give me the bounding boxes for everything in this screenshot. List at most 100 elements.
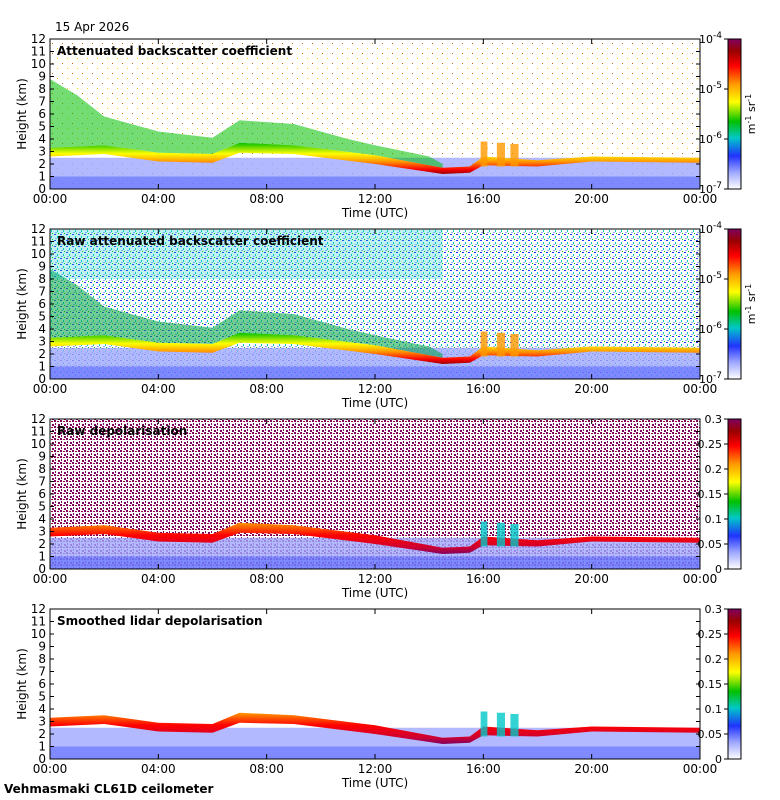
x-tick-label: 04:00 bbox=[141, 192, 176, 206]
x-tick-label: 00:00 bbox=[33, 382, 68, 396]
x-tick-label: 16:00 bbox=[466, 762, 501, 776]
x-tick-label: 16:00 bbox=[466, 572, 501, 586]
y-tick-label: 5 bbox=[38, 120, 46, 134]
colorbar-tick-label: 10-4 bbox=[699, 221, 722, 236]
y-tick-label: 10 bbox=[31, 247, 46, 261]
x-tick-label: 08:00 bbox=[249, 572, 284, 586]
x-tick-label: 04:00 bbox=[141, 382, 176, 396]
x-axis-label: Time (UTC) bbox=[341, 396, 408, 410]
y-tick-label: 9 bbox=[38, 450, 46, 464]
x-tick-label: 08:00 bbox=[249, 382, 284, 396]
y-tick-label: 3 bbox=[38, 525, 46, 539]
y-tick-label: 8 bbox=[38, 652, 46, 666]
date-label: 15 Apr 2026 bbox=[55, 20, 129, 34]
noise-region bbox=[50, 419, 700, 519]
convective-cell bbox=[480, 521, 488, 547]
x-axis-label: Time (UTC) bbox=[341, 776, 408, 790]
colorbar: 0 0.05 0.1 0.15 0.2 0.25 0.3 bbox=[698, 603, 742, 766]
y-tick-label: 9 bbox=[38, 260, 46, 274]
y-tick-label: 0 bbox=[38, 752, 46, 766]
y-tick-label: 8 bbox=[38, 462, 46, 476]
y-tick-label: 1 bbox=[38, 740, 46, 754]
y-tick-label: 3 bbox=[38, 715, 46, 729]
x-tick-label: 00:00 bbox=[33, 572, 68, 586]
convective-cell bbox=[510, 144, 519, 167]
aerosol-plume bbox=[50, 79, 443, 168]
ground-noise-core bbox=[50, 556, 700, 569]
convective-cell bbox=[510, 714, 519, 737]
y-tick-label: 2 bbox=[38, 727, 46, 741]
x-tick-label: 00:00 bbox=[683, 762, 718, 776]
y-tick-label: 6 bbox=[38, 487, 46, 501]
y-tick-label: 0 bbox=[38, 372, 46, 386]
x-tick-label: 12:00 bbox=[358, 762, 393, 776]
x-tick-label: 12:00 bbox=[358, 382, 393, 396]
y-tick-label: 6 bbox=[38, 297, 46, 311]
y-tick-label: 9 bbox=[38, 70, 46, 84]
colorbar-tick-label: 0.15 bbox=[698, 488, 723, 501]
instrument-label: Vehmasmaki CL61D ceilometer bbox=[4, 782, 213, 796]
x-tick-label: 20:00 bbox=[574, 192, 609, 206]
colorbar: 0 0.05 0.1 0.15 0.2 0.25 0.3 bbox=[698, 413, 742, 576]
y-tick-label: 4 bbox=[38, 132, 46, 146]
panel-title: Raw depolarisation bbox=[57, 424, 187, 438]
colorbar-tick-label: 10-4 bbox=[699, 31, 722, 46]
colorbar-tick-label: 10-7 bbox=[699, 371, 722, 386]
colorbar-tick-label: 10-5 bbox=[699, 271, 722, 286]
y-tick-label: 12 bbox=[31, 602, 46, 616]
x-tick-label: 12:00 bbox=[358, 572, 393, 586]
y-tick-label: 2 bbox=[38, 157, 46, 171]
colorbar-gradient bbox=[727, 608, 742, 760]
colorbar-gradient bbox=[727, 38, 742, 190]
ground-noise-core bbox=[50, 366, 700, 379]
y-axis-label: Height (km) bbox=[15, 458, 29, 529]
colorbar-tick-label: 0.25 bbox=[698, 628, 723, 641]
convective-cell bbox=[496, 142, 505, 167]
x-tick-label: 20:00 bbox=[574, 762, 609, 776]
ground-noise-core bbox=[50, 176, 700, 189]
y-tick-label: 4 bbox=[38, 512, 46, 526]
y-tick-label: 6 bbox=[38, 677, 46, 691]
colorbar-tick-label: 0.2 bbox=[705, 653, 723, 666]
colorbar-gradient bbox=[727, 228, 742, 380]
convective-cell bbox=[510, 334, 519, 357]
y-tick-label: 5 bbox=[38, 500, 46, 514]
x-axis-label: Time (UTC) bbox=[341, 586, 408, 600]
y-tick-label: 10 bbox=[31, 437, 46, 451]
y-tick-label: 0 bbox=[38, 182, 46, 196]
y-tick-label: 7 bbox=[38, 475, 46, 489]
aerosol-plume bbox=[50, 269, 443, 358]
y-tick-label: 11 bbox=[31, 235, 46, 249]
colorbar-gradient bbox=[727, 418, 742, 570]
y-tick-label: 9 bbox=[38, 640, 46, 654]
colorbar-tick-label: 0.25 bbox=[698, 438, 723, 451]
ground-noise-core bbox=[50, 746, 700, 759]
convective-cell bbox=[480, 331, 488, 357]
x-tick-label: 16:00 bbox=[466, 192, 501, 206]
colorbar-tick-label: 10-5 bbox=[699, 81, 722, 96]
y-tick-label: 6 bbox=[38, 107, 46, 121]
cloud-layer bbox=[50, 712, 700, 744]
convective-cell bbox=[496, 332, 505, 357]
y-tick-label: 7 bbox=[38, 285, 46, 299]
panel-title: Smoothed lidar depolarisation bbox=[57, 614, 263, 628]
y-tick-label: 3 bbox=[38, 335, 46, 349]
colorbar: 10-7 10-6 10-5 10-4 m-1 sr-1 bbox=[699, 221, 758, 386]
y-tick-label: 4 bbox=[38, 322, 46, 336]
y-tick-label: 1 bbox=[38, 360, 46, 374]
noise-region bbox=[50, 229, 443, 279]
colorbar-tick-label: 0.05 bbox=[698, 538, 723, 551]
cloud-layer bbox=[50, 522, 700, 554]
y-tick-label: 10 bbox=[31, 57, 46, 71]
y-tick-label: 8 bbox=[38, 272, 46, 286]
x-tick-label: 04:00 bbox=[141, 572, 176, 586]
y-tick-label: 1 bbox=[38, 170, 46, 184]
colorbar-tick-label: 0.15 bbox=[698, 678, 723, 691]
y-tick-label: 11 bbox=[31, 425, 46, 439]
convective-cell bbox=[496, 712, 505, 737]
